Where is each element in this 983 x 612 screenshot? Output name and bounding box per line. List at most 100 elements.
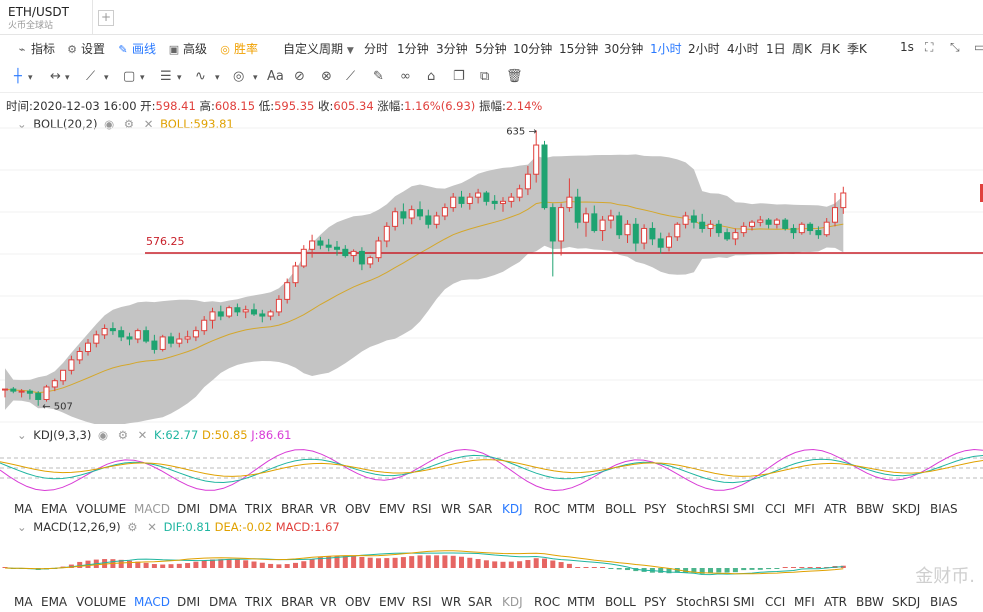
indicator-tab-bottom-mfi[interactable]: MFI bbox=[794, 595, 815, 609]
symbol-tab[interactable]: ETH/USDT 火币全球站 bbox=[0, 0, 93, 34]
layers-icon[interactable]: ⧉ bbox=[480, 69, 490, 84]
draw-button[interactable]: ✎ 画线 bbox=[117, 40, 156, 57]
candlestick-chart[interactable]: 576.25 635 → ← 507 bbox=[0, 112, 983, 424]
eye-icon[interactable]: ◉ bbox=[97, 428, 109, 442]
indicator-tab-top-mfi[interactable]: MFI bbox=[794, 502, 815, 516]
indicator-tab-bottom-obv[interactable]: OBV bbox=[345, 595, 371, 609]
indicator-tab-bottom-ma[interactable]: MA bbox=[14, 595, 33, 609]
period-quarter[interactable]: 季K bbox=[847, 42, 867, 56]
eye-icon[interactable]: ◉ bbox=[104, 117, 115, 131]
indicator-tab-bottom-skdj[interactable]: SKDJ bbox=[892, 595, 921, 609]
indicator-tab-top-volume[interactable]: VOLUME bbox=[76, 502, 127, 516]
indicator-tab-bottom-macd[interactable]: MACD bbox=[134, 595, 170, 609]
chevron-down-icon[interactable]: ▾ bbox=[215, 73, 220, 83]
indicator-tab-bottom-bias[interactable]: BIAS bbox=[930, 595, 958, 609]
indicator-tab-top-dma[interactable]: DMA bbox=[209, 502, 237, 516]
brush-icon[interactable]: ⟋ bbox=[346, 69, 356, 84]
custom-period-dropdown[interactable]: 自定义周期 ▼ bbox=[283, 40, 354, 57]
macd-chart[interactable] bbox=[0, 536, 983, 592]
indicator-tab-top-ema[interactable]: EMA bbox=[41, 502, 68, 516]
indicator-tab-bottom-roc[interactable]: ROC bbox=[534, 595, 561, 609]
period-1d[interactable]: 1日 bbox=[766, 42, 786, 56]
period-4h[interactable]: 4小时 bbox=[727, 42, 759, 56]
indicator-tab-bottom-bbw[interactable]: BBW bbox=[856, 595, 884, 609]
delete-icon[interactable]: 🗑 bbox=[506, 69, 523, 84]
indicator-tab-bottom-atr[interactable]: ATR bbox=[824, 595, 847, 609]
indicator-tab-top-smi[interactable]: SMI bbox=[733, 502, 755, 516]
kdj-chart[interactable] bbox=[0, 444, 983, 498]
add-tab-button[interactable]: + bbox=[98, 10, 114, 26]
indicator-tab-top-roc[interactable]: ROC bbox=[534, 502, 561, 516]
period-fenshi[interactable]: 分时 bbox=[364, 42, 389, 56]
indicator-tab-top-trix[interactable]: TRIX bbox=[245, 502, 273, 516]
layout-icon[interactable]: ▭ bbox=[974, 40, 983, 54]
period-30min[interactable]: 30分钟 bbox=[604, 42, 644, 56]
chevron-down-icon[interactable]: ⌄ bbox=[17, 520, 27, 534]
indicator-tab-top-macd[interactable]: MACD bbox=[134, 502, 170, 516]
period-15min[interactable]: 15分钟 bbox=[559, 42, 599, 56]
chevron-down-icon[interactable]: ▾ bbox=[28, 73, 33, 83]
advanced-button[interactable]: ▣ 高级 bbox=[168, 40, 207, 57]
gear-icon[interactable]: ⚙ bbox=[123, 117, 135, 131]
chevron-down-icon[interactable]: ▾ bbox=[65, 73, 70, 83]
visibility-icon[interactable]: ✎ bbox=[373, 69, 384, 84]
trend-line-icon[interactable]: ⟋ bbox=[86, 69, 96, 84]
indicator-tab-bottom-volume[interactable]: VOLUME bbox=[76, 595, 127, 609]
close-icon[interactable]: ✕ bbox=[147, 520, 157, 534]
rectangle-icon[interactable]: ▢ bbox=[123, 69, 136, 84]
crosshair-icon[interactable]: ┼ bbox=[14, 69, 22, 84]
indicator-tab-top-vr[interactable]: VR bbox=[320, 502, 337, 516]
indicator-tab-bottom-dmi[interactable]: DMI bbox=[177, 595, 201, 609]
indicator-tab-bottom-brar[interactable]: BRAR bbox=[281, 595, 314, 609]
target-icon[interactable]: ◎ bbox=[233, 69, 245, 84]
collapse-icon[interactable]: ⤡ bbox=[950, 40, 960, 54]
indicator-tab-bottom-emv[interactable]: EMV bbox=[379, 595, 406, 609]
gear-icon[interactable]: ⚙ bbox=[127, 520, 138, 534]
period-1min[interactable]: 1分钟 bbox=[397, 42, 429, 56]
period-5min[interactable]: 5分钟 bbox=[475, 42, 507, 56]
indicator-tab-bottom-wr[interactable]: WR bbox=[441, 595, 462, 609]
indicator-tab-top-psy[interactable]: PSY bbox=[644, 502, 667, 516]
indicator-tab-top-emv[interactable]: EMV bbox=[379, 502, 406, 516]
indicator-tab-bottom-psy[interactable]: PSY bbox=[644, 595, 667, 609]
indicator-tab-bottom-dma[interactable]: DMA bbox=[209, 595, 237, 609]
indicator-tab-bottom-kdj[interactable]: KDJ bbox=[502, 595, 523, 609]
indicator-tab-top-bbw[interactable]: BBW bbox=[856, 502, 884, 516]
indicator-tab-bottom-mtm[interactable]: MTM bbox=[567, 595, 596, 609]
indicator-tab-bottom-sar[interactable]: SAR bbox=[468, 595, 493, 609]
indicator-tab-bottom-rsi[interactable]: RSI bbox=[412, 595, 432, 609]
settings-button[interactable]: ⚙ 设置 bbox=[66, 40, 105, 57]
indicator-tab-top-atr[interactable]: ATR bbox=[824, 502, 847, 516]
period-3min[interactable]: 3分钟 bbox=[436, 42, 468, 56]
indicator-tab-bottom-trix[interactable]: TRIX bbox=[245, 595, 273, 609]
fullscreen-icon[interactable]: ⛶ bbox=[925, 40, 934, 54]
period-2h[interactable]: 2小时 bbox=[688, 42, 720, 56]
indicator-tab-top-boll[interactable]: BOLL bbox=[605, 502, 636, 516]
indicator-tab-top-stochrsi[interactable]: StochRSI bbox=[676, 502, 730, 516]
period-week[interactable]: 周K bbox=[792, 42, 812, 56]
indicator-tab-bottom-ema[interactable]: EMA bbox=[41, 595, 68, 609]
close-icon[interactable]: ✕ bbox=[137, 428, 148, 442]
indicator-tab-top-bias[interactable]: BIAS bbox=[930, 502, 958, 516]
period-1h[interactable]: 1小时 bbox=[650, 42, 682, 56]
lock-icon[interactable]: ∞ bbox=[400, 69, 411, 84]
close-icon[interactable]: ✕ bbox=[143, 117, 154, 131]
period-10min[interactable]: 10分钟 bbox=[513, 42, 553, 56]
chevron-down-icon[interactable]: ⌄ bbox=[17, 428, 27, 442]
indicator-tab-bottom-boll[interactable]: BOLL bbox=[605, 595, 636, 609]
indicator-tab-bottom-cci[interactable]: CCI bbox=[765, 595, 786, 609]
indicator-tab-bottom-vr[interactable]: VR bbox=[320, 595, 337, 609]
indicators-button[interactable]: ⌁ 指标 bbox=[16, 40, 55, 57]
indicator-tab-top-skdj[interactable]: SKDJ bbox=[892, 502, 921, 516]
indicator-tab-top-brar[interactable]: BRAR bbox=[281, 502, 314, 516]
indicator-tab-top-wr[interactable]: WR bbox=[441, 502, 462, 516]
magnet-icon[interactable]: ⊘ bbox=[294, 69, 305, 84]
horizontal-line-icon[interactable]: ↔ bbox=[50, 69, 61, 84]
chevron-down-icon[interactable]: ▾ bbox=[253, 73, 258, 83]
wave-icon[interactable]: ∿ bbox=[195, 69, 206, 84]
period-month[interactable]: 月K bbox=[820, 42, 840, 56]
indicator-tab-top-rsi[interactable]: RSI bbox=[412, 502, 432, 516]
indicator-tab-bottom-stochrsi[interactable]: StochRSI bbox=[676, 595, 730, 609]
gear-icon[interactable]: ⚙ bbox=[117, 428, 128, 442]
indicator-tab-top-mtm[interactable]: MTM bbox=[567, 502, 596, 516]
